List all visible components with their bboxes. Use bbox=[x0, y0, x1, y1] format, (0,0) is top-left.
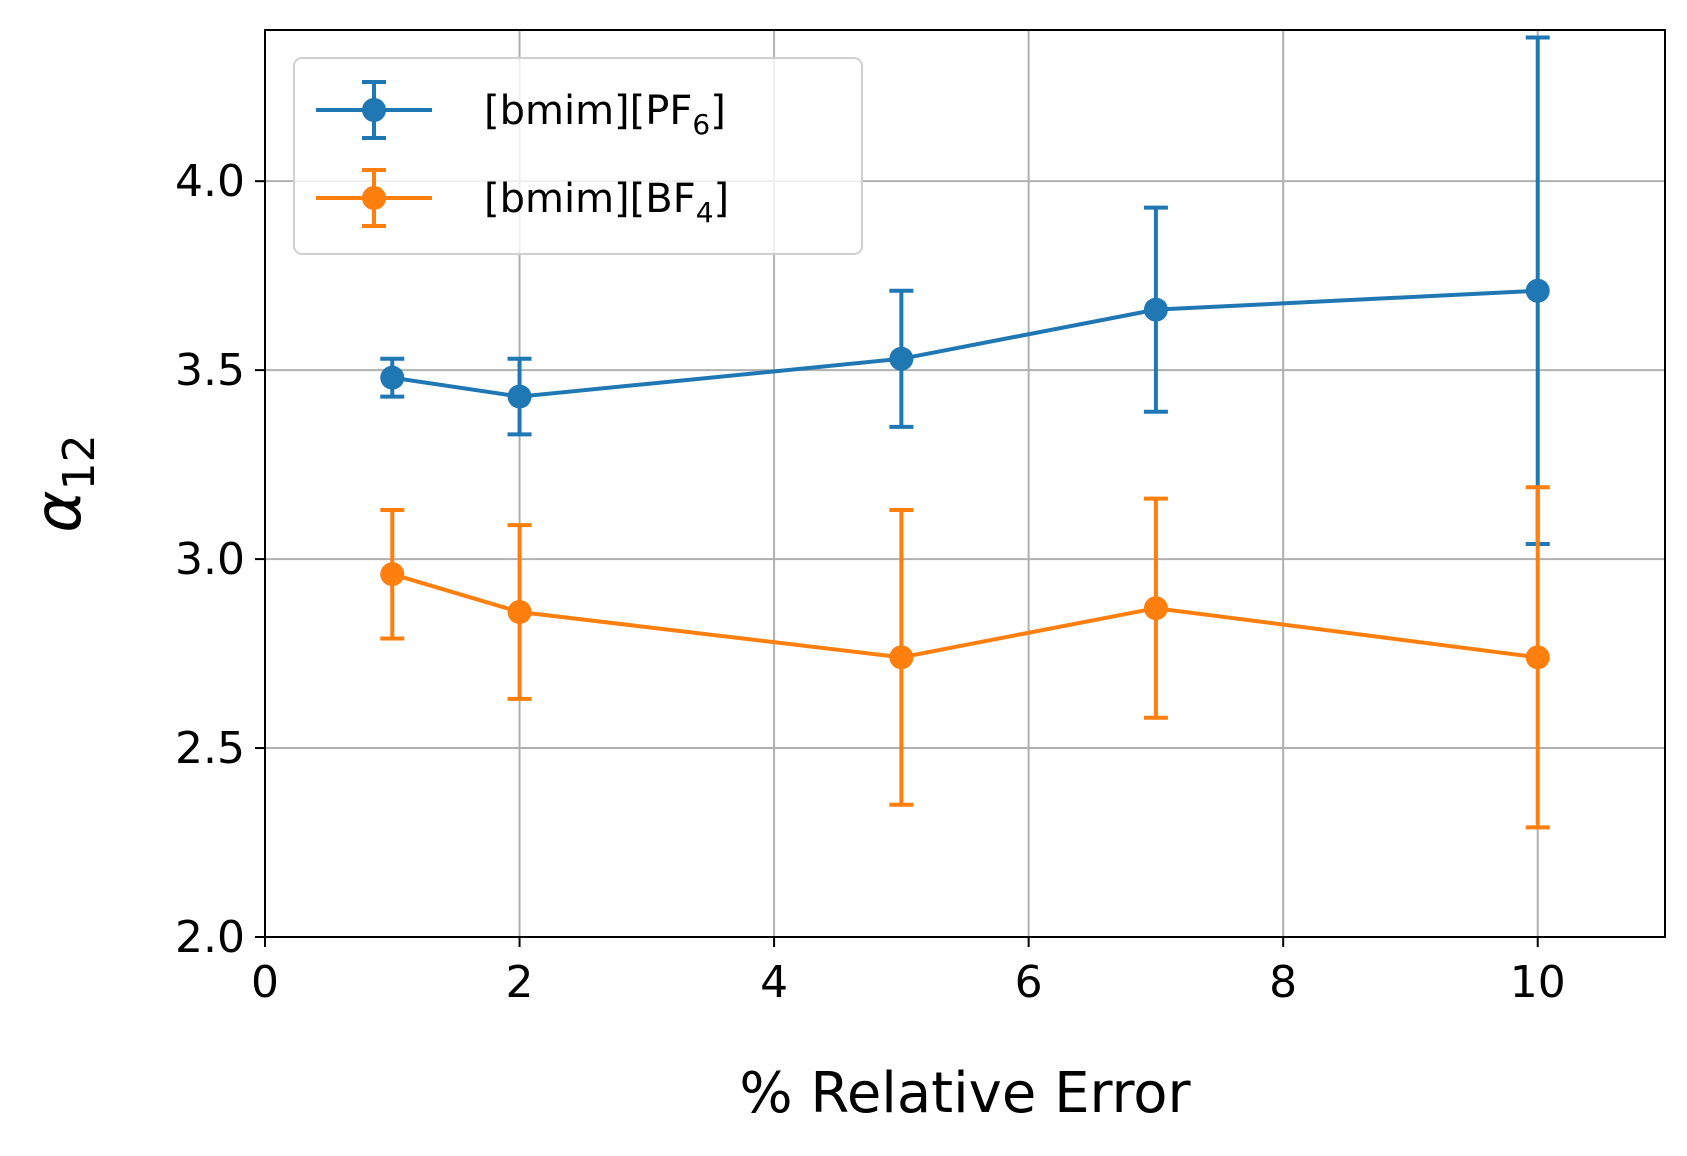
legend-entry-1: [bmim][PF6] bbox=[316, 80, 726, 141]
series-2 bbox=[380, 485, 1550, 830]
data-point bbox=[889, 346, 914, 371]
y-tick-label: 2.5 bbox=[175, 723, 245, 774]
data-point bbox=[1525, 645, 1550, 670]
y-tick-label: 4.0 bbox=[175, 156, 245, 207]
x-tick-label: 0 bbox=[251, 957, 279, 1008]
x-tick-label: 8 bbox=[1269, 957, 1297, 1008]
x-axis-label: % Relative Error bbox=[739, 1061, 1191, 1126]
legend: [bmim][PF6] [bmim][BF4] bbox=[293, 57, 863, 255]
series-layer bbox=[380, 35, 1550, 830]
y-axis-label-subscript: 12 bbox=[54, 434, 105, 490]
y-tick-label: 2.0 bbox=[175, 912, 245, 963]
y-axis-label-base: α bbox=[22, 490, 96, 532]
data-point bbox=[380, 365, 405, 390]
data-point bbox=[507, 384, 532, 409]
data-point bbox=[380, 562, 405, 587]
legend-label: [bmim][BF4] bbox=[484, 176, 729, 229]
data-point bbox=[889, 645, 914, 670]
legend-marker bbox=[362, 186, 386, 210]
data-point bbox=[1143, 596, 1168, 621]
y-axis-label: α12 bbox=[22, 434, 105, 532]
series-line bbox=[391, 288, 1538, 399]
axis-ticks: 0 2 4 6 8 10 2.0 2.5 3.0 3.5 4.0 bbox=[175, 156, 1566, 1008]
y-tick-label: 3.0 bbox=[175, 534, 245, 585]
x-tick-label: 10 bbox=[1510, 957, 1566, 1008]
x-tick-label: 2 bbox=[506, 957, 534, 1008]
legend-entry-2: [bmim][BF4] bbox=[316, 168, 729, 229]
plot-area-frame bbox=[264, 29, 1666, 938]
series-1 bbox=[380, 35, 1550, 546]
series-line bbox=[391, 572, 1538, 660]
data-point bbox=[1525, 278, 1550, 303]
x-tick-label: 6 bbox=[1015, 957, 1043, 1008]
legend-label: [bmim][PF6] bbox=[484, 88, 726, 141]
data-point bbox=[507, 599, 532, 624]
legend-marker bbox=[362, 98, 386, 122]
y-tick-label: 3.5 bbox=[175, 345, 245, 396]
data-point bbox=[1143, 297, 1168, 322]
x-tick-label: 4 bbox=[760, 957, 788, 1008]
legend-box bbox=[293, 57, 863, 255]
